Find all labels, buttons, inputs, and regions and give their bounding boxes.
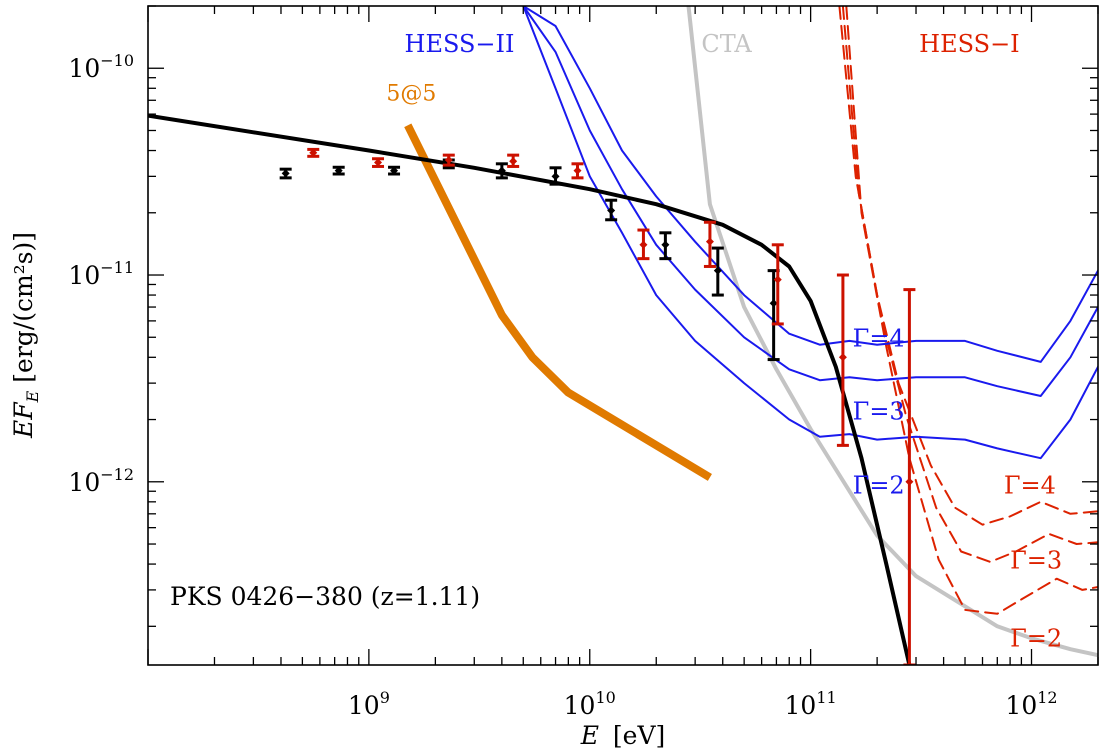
x-tick-exponent: 10 [595, 688, 615, 707]
y-tick-mantissa: 10 [68, 468, 100, 497]
y-tick-label: 10−11 [68, 258, 134, 290]
red-data-marker [838, 353, 847, 362]
red-data-point [307, 147, 320, 158]
x-axis-label: E [eV] [580, 721, 666, 750]
black-data-point [388, 165, 401, 176]
black-data-point [659, 231, 672, 261]
curve-cta [686, 6, 1098, 658]
y-axis-symbol: EF [9, 401, 38, 439]
y-tick-mantissa: 10 [68, 261, 100, 290]
annotation-label: Γ=4 [1004, 471, 1056, 499]
y-axis-unit: [erg/(cm²s)] [9, 232, 38, 383]
curve-hess-i-3 [841, 6, 1098, 563]
red-data-point [771, 243, 784, 326]
red-data-marker [905, 477, 914, 486]
annotation-label: Γ=2 [853, 471, 905, 499]
x-tick-label: 1012 [1005, 688, 1057, 720]
red-data-point [903, 288, 916, 665]
x-tick-exponent: 12 [1037, 688, 1057, 707]
black-data-point [495, 162, 508, 180]
red-data-point [637, 228, 650, 261]
black-data-marker [713, 266, 722, 275]
black-data-point [332, 165, 345, 176]
y-axis-subscript: E [23, 390, 42, 403]
x-tick-exponent: 11 [816, 688, 836, 707]
x-tick-mantissa: 10 [785, 691, 817, 720]
black-data-marker [497, 166, 506, 175]
curve-hess-ii-3 [522, 6, 1098, 397]
curve-ssc-model [148, 113, 912, 665]
annotation-label: Γ=3 [1010, 547, 1062, 575]
x-tick-exponent: 9 [380, 688, 390, 707]
black-data-marker [769, 299, 778, 308]
red-data-marker [509, 157, 518, 166]
black-data-marker [281, 169, 290, 178]
x-axis-symbol: E [580, 721, 599, 750]
y-axis-label: EFE [erg/(cm²s)] [9, 232, 42, 439]
source-label: PKS 0426−380 (z=1.11) [170, 582, 480, 611]
annotation-label: CTA [701, 30, 752, 58]
black-data-marker [334, 166, 343, 175]
red-data-marker [573, 166, 582, 175]
points-layer [279, 147, 916, 665]
annotation-label: HESS−I [919, 30, 1020, 58]
y-tick-label: 10−12 [68, 465, 134, 497]
red-data-marker [705, 237, 714, 246]
black-data-point [279, 167, 292, 180]
x-tick-mantissa: 10 [564, 691, 596, 720]
x-tick-label: 1011 [785, 688, 837, 720]
y-tick-label: 10−10 [68, 51, 134, 83]
curve-5-5 [404, 123, 712, 481]
black-data-marker [661, 240, 670, 249]
red-data-point [703, 220, 716, 268]
curve-label-5-5: 5@5 [386, 81, 436, 106]
plot-frame [147, 5, 1099, 666]
red-data-point [507, 153, 520, 168]
x-tick-mantissa: 10 [348, 691, 380, 720]
black-data-point [605, 198, 618, 222]
red-data-marker [773, 275, 782, 284]
annotation-label: Γ=2 [1010, 624, 1062, 652]
red-data-point [836, 273, 849, 447]
red-data-marker [639, 240, 648, 249]
x-tick-label: 109 [348, 688, 390, 720]
y-tick-exponent: −10 [100, 51, 134, 70]
red-data-marker [374, 158, 383, 167]
red-data-point [442, 153, 455, 167]
annotation-label: Γ=3 [853, 398, 905, 426]
y-tick-mantissa: 10 [68, 54, 100, 83]
annotation-label: Γ=4 [853, 325, 905, 353]
annotation-label: HESS−II [405, 30, 515, 58]
black-data-point [549, 166, 562, 186]
red-data-marker [309, 148, 318, 157]
black-data-marker [390, 166, 399, 175]
black-data-point [711, 246, 724, 297]
red-data-marker [444, 155, 453, 164]
black-data-marker [551, 172, 560, 181]
x-tick-mantissa: 10 [1005, 691, 1037, 720]
black-data-marker [607, 206, 616, 215]
curve-hess-i-2 [845, 6, 1098, 615]
curve-hess-ii-4 [522, 6, 1098, 363]
red-data-point [571, 162, 584, 180]
y-tick-exponent: −12 [100, 465, 134, 484]
x-tick-label: 1010 [564, 688, 616, 720]
red-data-point [372, 157, 385, 168]
x-axis-unit: [eV] [613, 721, 665, 750]
y-tick-exponent: −11 [100, 258, 134, 277]
